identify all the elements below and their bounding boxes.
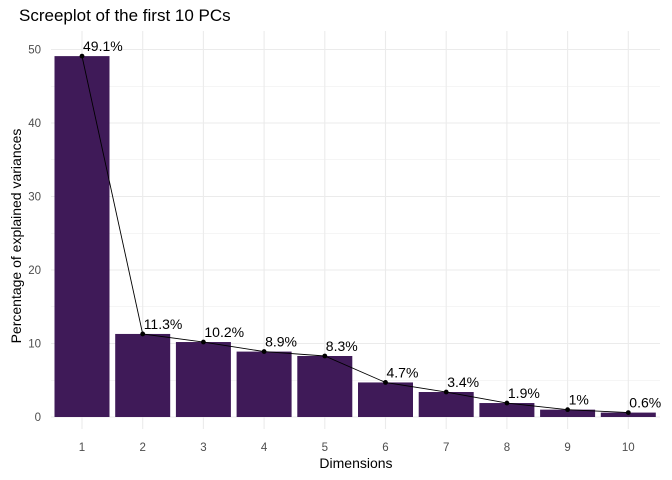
y-tick-label: 30 [28,192,41,204]
chart-title: Screeplot of the first 10 PCs [19,6,231,25]
x-axis-label: Dimensions [319,455,393,471]
data-label: 8.9% [265,334,297,350]
bar [479,403,535,417]
y-tick-label: 10 [28,339,41,351]
y-tick-label: 20 [28,265,41,277]
data-label: 3.4% [447,374,479,390]
data-label: 0.6% [629,395,661,411]
x-tick-label: 6 [382,442,388,454]
bar [358,382,413,417]
data-point [565,407,570,413]
x-tick-label: 10 [622,442,635,454]
x-tick-label: 8 [504,442,510,454]
data-point [443,389,449,395]
data-point [261,349,267,354]
data-label: 8.3% [326,338,358,354]
trend-line [81,56,629,414]
x-tick-label: 1 [79,442,85,454]
data-label: 1% [569,392,589,408]
bar [297,355,353,417]
x-tick-label: 5 [322,442,328,454]
x-tick-label: 3 [200,442,206,454]
data-point [625,410,631,415]
x-tick-label: 9 [564,442,570,454]
data-point [79,53,85,59]
data-label: 10.2% [204,324,244,340]
x-tick-label: 4 [261,442,268,454]
bar [54,56,110,418]
bar [418,392,474,417]
y-tick-label: 40 [28,118,41,130]
bar [540,409,596,417]
bar [175,342,231,417]
data-label: 49.1% [83,38,123,54]
y-axis-label: Percentage of explained variances [8,128,24,344]
data-point [504,400,510,406]
y-tick-label: 0 [35,412,41,424]
data-label: 1.9% [508,385,540,401]
bar [236,351,292,417]
data-point [383,380,388,385]
data-point [201,339,206,345]
data-point [322,353,328,359]
y-tick-label: 50 [28,45,41,57]
data-point [140,331,146,337]
x-tick-label: 2 [139,442,145,454]
x-tick-label: 7 [443,442,449,454]
data-label: 11.3% [144,316,183,332]
data-label: 4.7% [387,364,419,380]
bar [115,333,171,417]
